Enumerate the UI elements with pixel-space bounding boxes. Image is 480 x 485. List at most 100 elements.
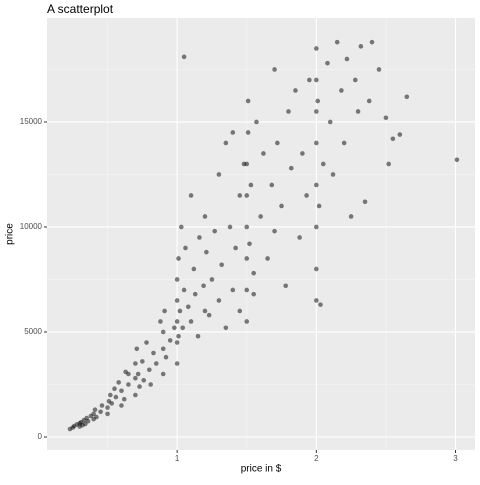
chart-title: A scatterplot [47,2,114,16]
point [376,67,382,72]
point [283,283,289,289]
point [404,94,410,100]
point [330,172,336,177]
point [316,203,322,209]
point [390,136,396,142]
point [180,325,186,331]
point [244,161,250,167]
point [318,302,323,307]
point [272,67,277,72]
point [167,338,173,343]
point [314,46,319,51]
point [162,308,167,314]
point [105,405,110,410]
point [358,44,364,49]
point [160,346,166,352]
point [160,329,166,335]
point [314,298,319,303]
point [99,403,105,408]
point [195,333,201,339]
point [109,401,115,406]
point [181,54,187,60]
point [105,411,110,417]
point [153,361,159,366]
point [386,161,392,167]
point [191,266,197,272]
point [119,403,124,408]
point [176,333,181,339]
point [179,224,184,230]
point [383,115,389,121]
point [244,224,250,230]
point [133,392,138,398]
point [206,312,212,318]
point [261,151,266,156]
point [233,245,238,251]
point [307,77,312,83]
point [244,319,250,324]
point [293,88,298,93]
point [144,340,149,345]
point [91,411,96,417]
point [334,39,340,45]
point [288,165,294,171]
point [126,371,131,377]
point [174,340,180,345]
x-tick-label: 3 [453,454,458,463]
point [315,98,321,104]
x-tick-label: 2 [314,454,319,463]
point [279,203,284,209]
point [148,382,153,387]
point [314,266,319,272]
point [348,214,354,219]
point [251,270,256,276]
point [248,182,254,188]
point [237,193,243,198]
point [352,77,358,83]
point [275,140,280,146]
point [286,109,291,114]
point [98,409,103,415]
y-tick-label: 5000 [24,327,42,336]
point [230,130,236,135]
point [202,214,208,219]
point [325,60,330,66]
point [219,262,224,268]
point [327,119,333,125]
point [133,361,138,366]
point [269,182,275,188]
point [183,245,188,251]
point [212,228,218,234]
point [314,224,319,230]
point [244,256,250,261]
point [201,283,206,289]
point [339,88,344,93]
panel [47,18,475,450]
point [216,298,222,303]
point [140,359,145,364]
point [85,418,91,424]
point [216,172,222,177]
point [223,325,229,331]
point [185,304,191,310]
point [92,407,98,412]
point [244,193,250,198]
point [112,386,117,391]
point [341,140,347,146]
point [369,39,375,45]
point [297,235,302,240]
point [135,371,141,377]
point [320,161,326,167]
point [355,109,361,114]
point [314,182,319,188]
point [134,346,140,352]
point [245,130,251,135]
point [192,291,198,297]
point [314,77,319,83]
point [227,224,233,230]
point [181,287,187,293]
point [172,325,177,331]
point [265,256,270,261]
point [202,308,208,314]
y-tick-label: 10000 [20,222,43,231]
